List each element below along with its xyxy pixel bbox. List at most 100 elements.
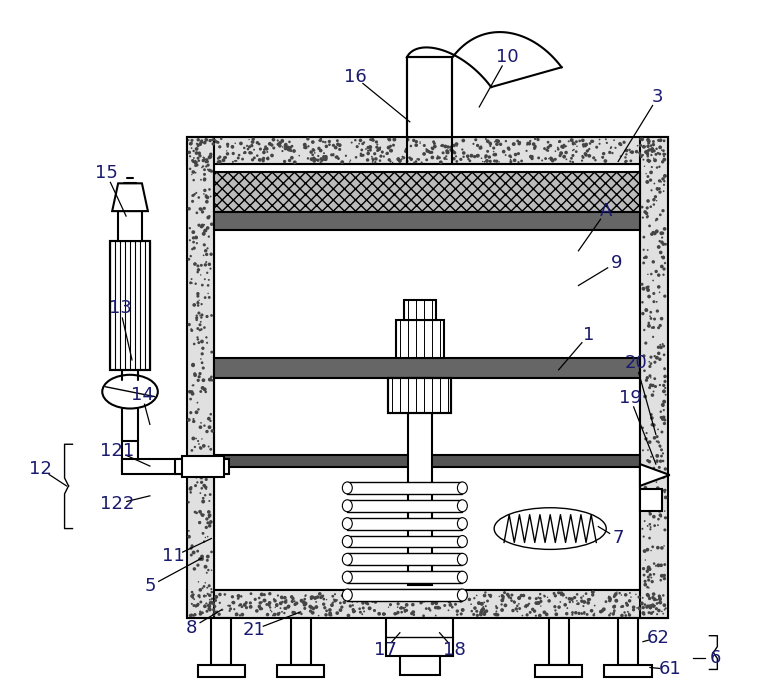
Point — [576, 596, 588, 607]
Point — [492, 609, 504, 620]
Point — [190, 508, 203, 519]
Point — [639, 391, 651, 402]
Point — [641, 428, 653, 439]
Point — [369, 592, 381, 603]
Point — [511, 135, 524, 146]
Point — [623, 144, 635, 155]
Point — [648, 386, 660, 397]
Point — [655, 406, 667, 417]
Point — [497, 593, 510, 604]
Point — [189, 442, 201, 453]
Point — [189, 609, 201, 620]
Point — [507, 605, 519, 616]
Point — [308, 153, 320, 164]
Point — [651, 214, 663, 225]
Point — [426, 598, 439, 609]
Point — [288, 608, 301, 619]
Point — [204, 151, 217, 162]
Point — [651, 608, 663, 620]
Point — [558, 151, 571, 162]
Point — [652, 560, 665, 571]
Point — [653, 161, 665, 172]
Point — [584, 594, 596, 605]
Point — [649, 155, 662, 166]
Point — [199, 185, 211, 196]
Point — [387, 139, 399, 150]
Point — [204, 597, 217, 608]
Point — [262, 151, 274, 162]
Point — [652, 134, 665, 146]
Point — [316, 591, 328, 602]
Point — [185, 482, 197, 493]
Point — [645, 545, 657, 557]
Point — [197, 363, 210, 374]
Point — [310, 601, 322, 612]
Point — [194, 517, 206, 528]
Point — [621, 145, 633, 156]
Point — [641, 148, 654, 160]
Point — [214, 597, 226, 608]
Point — [196, 357, 208, 368]
Point — [636, 279, 648, 290]
Point — [628, 601, 640, 612]
Bar — [122, 441, 138, 471]
Point — [246, 140, 258, 151]
Point — [344, 156, 356, 167]
Point — [484, 590, 497, 601]
Point — [184, 407, 197, 418]
Point — [243, 134, 255, 145]
Point — [336, 157, 348, 168]
Point — [654, 236, 666, 247]
Point — [418, 140, 430, 151]
Point — [206, 374, 218, 386]
Point — [196, 309, 208, 321]
Point — [217, 155, 230, 166]
Point — [637, 444, 649, 456]
Point — [187, 379, 200, 391]
Point — [256, 603, 268, 615]
Point — [448, 140, 460, 151]
Point — [202, 280, 214, 291]
Point — [201, 156, 214, 167]
Point — [608, 605, 621, 616]
Text: 6: 6 — [709, 648, 721, 666]
Point — [308, 603, 320, 614]
Point — [198, 322, 210, 333]
Point — [214, 156, 226, 167]
Point — [204, 444, 217, 455]
Point — [655, 444, 668, 456]
Point — [286, 596, 298, 607]
Bar — [407, 57, 453, 136]
Point — [210, 606, 223, 617]
Point — [200, 248, 213, 260]
Point — [196, 336, 208, 347]
Point — [610, 595, 622, 606]
Point — [195, 260, 207, 271]
Point — [205, 371, 217, 382]
Point — [648, 511, 660, 522]
Point — [309, 154, 322, 165]
Point — [183, 386, 196, 398]
Point — [429, 590, 441, 601]
Point — [655, 342, 667, 353]
Point — [203, 506, 215, 517]
Point — [424, 147, 436, 158]
Point — [328, 594, 340, 605]
Point — [478, 597, 490, 608]
Point — [191, 477, 204, 488]
Point — [320, 609, 332, 620]
Point — [291, 598, 303, 609]
Point — [362, 155, 374, 166]
Bar — [404, 300, 436, 320]
Point — [581, 609, 593, 620]
Point — [432, 150, 444, 162]
Point — [192, 300, 204, 311]
Point — [188, 338, 200, 349]
Point — [650, 560, 662, 571]
Point — [227, 148, 240, 159]
Point — [338, 596, 351, 608]
Point — [654, 186, 666, 197]
Point — [421, 146, 433, 157]
Point — [642, 571, 655, 582]
Point — [408, 157, 420, 168]
